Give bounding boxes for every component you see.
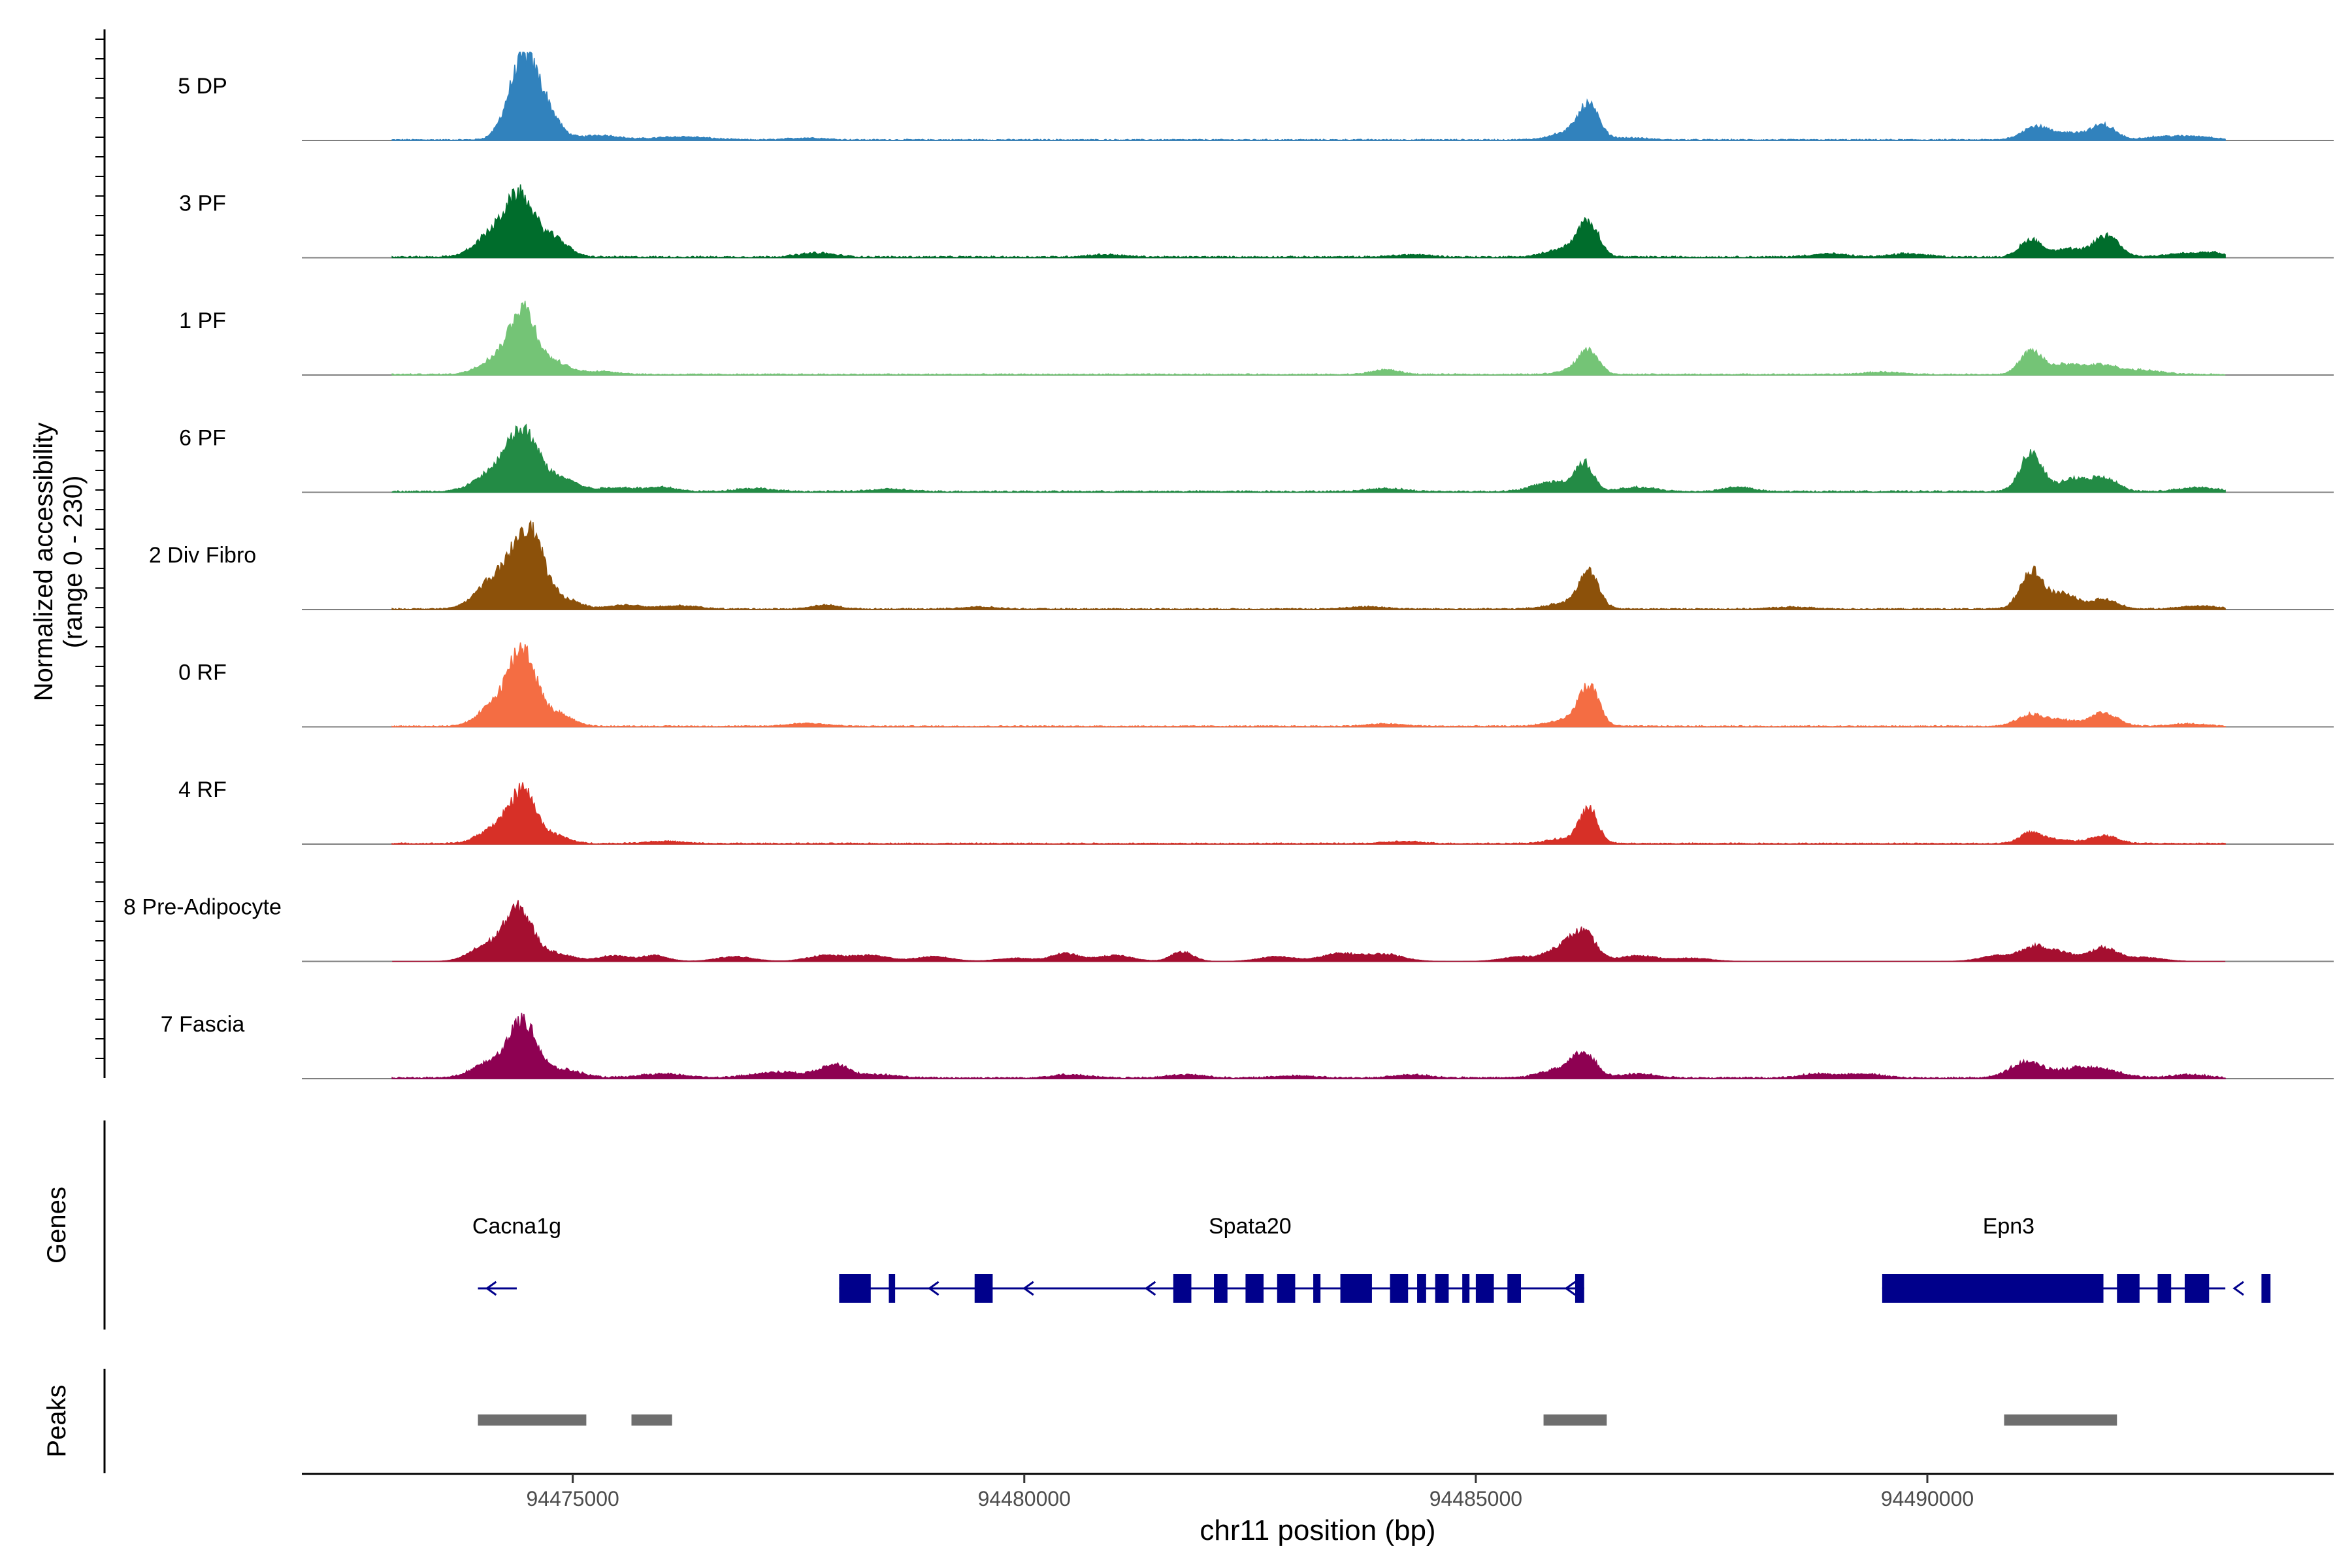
track-signal-area	[391, 519, 2226, 611]
strand-arrow	[2232, 1281, 2244, 1296]
track-label: 3 PF	[179, 191, 226, 216]
x-axis-label: chr11 position (bp)	[1200, 1514, 1435, 1546]
gene-exon	[889, 1274, 896, 1303]
track-6-pf: 6 PF	[179, 423, 2334, 493]
gene-exon	[1882, 1274, 2104, 1303]
track-signal-area	[391, 52, 2226, 142]
y-axis-ticks	[95, 39, 105, 1059]
track-label: 6 PF	[179, 426, 226, 451]
track-3-pf: 3 PF	[179, 184, 2334, 259]
gene-exon	[2261, 1274, 2271, 1303]
track-signal-area	[391, 184, 2226, 259]
track-5-dp: 5 DP	[178, 52, 2334, 142]
gene-exon	[1340, 1274, 1372, 1303]
y-axis-label-line2: (range 0 - 230)	[59, 476, 88, 649]
gene-exon	[1475, 1274, 1494, 1303]
track-label: 4 RF	[178, 777, 227, 802]
track-signal-area	[392, 900, 2226, 962]
gene-exon	[1507, 1274, 1521, 1303]
gene-exon	[974, 1274, 993, 1303]
gene-cacna1g: Cacna1g	[472, 1214, 561, 1296]
gene-annotations: Cacna1g Spata20 Epn3	[472, 1214, 2271, 1303]
strand-arrow	[485, 1281, 497, 1296]
gene-exon	[1313, 1274, 1321, 1303]
x-tick-label: 94480000	[978, 1487, 1071, 1511]
gene-label: Spata20	[1209, 1214, 1292, 1239]
track-7-fascia: 7 Fascia	[161, 1012, 2334, 1080]
genes-panel-label: Genes	[42, 1186, 71, 1264]
gene-exon	[2184, 1274, 2210, 1303]
track-2-div-fibro: 2 Div Fibro	[149, 519, 2334, 611]
gene-exon	[1245, 1274, 1264, 1303]
gene-exon	[839, 1274, 871, 1303]
y-axis	[95, 29, 106, 1078]
x-tick-label: 94485000	[1429, 1487, 1522, 1511]
gene-exon	[1417, 1274, 1426, 1303]
track-label: 1 PF	[179, 308, 226, 333]
track-0-rf: 0 RF	[178, 642, 2334, 728]
y-axis-label-line1: Normalized accessibility	[29, 423, 58, 702]
peak-region-bar	[478, 1414, 587, 1426]
gene-exon	[1435, 1274, 1449, 1303]
x-tick-label: 94490000	[1881, 1487, 1974, 1511]
strand-arrow	[1564, 1281, 1576, 1296]
peaks-panel-label: Peaks	[42, 1384, 71, 1457]
accessibility-tracks: 5 DP 3 PF 1 PF 6 PF 2 Div Fibro 0 RF 4 RF 8 Pre…	[123, 52, 2334, 1080]
strand-arrow	[1022, 1281, 1034, 1296]
track-label: 7 Fascia	[161, 1012, 245, 1037]
track-label: 5 DP	[178, 74, 227, 99]
gene-label: Epn3	[1983, 1214, 2034, 1239]
gene-exon	[2117, 1274, 2140, 1303]
gene-label: Cacna1g	[472, 1214, 561, 1239]
track-label: 8 Pre-Adipocyte	[123, 895, 282, 920]
gene-exon	[1173, 1274, 1192, 1303]
gene-exon	[1462, 1274, 1470, 1303]
gene-exon	[2157, 1274, 2172, 1303]
gene-spata20: Spata20	[839, 1214, 1584, 1303]
track-label: 2 Div Fibro	[149, 543, 256, 568]
gene-exon	[1214, 1274, 1228, 1303]
track-1-pf: 1 PF	[179, 301, 2334, 376]
track-signal-area	[391, 423, 2226, 493]
peak-region-bar	[631, 1414, 672, 1426]
peak-region-bar	[1543, 1414, 1607, 1426]
x-tick-label: 94475000	[526, 1487, 619, 1511]
strand-arrow	[928, 1281, 939, 1296]
track-signal-area	[391, 782, 2226, 845]
track-signal-area	[391, 301, 2226, 376]
x-axis-ticks: 94475000 94480000 94485000 94490000	[526, 1474, 1974, 1511]
gene-exon	[1390, 1274, 1409, 1303]
track-signal-area	[391, 1013, 2226, 1080]
track-4-rf: 4 RF	[178, 777, 2334, 845]
gene-epn3: Epn3	[1882, 1214, 2271, 1303]
peak-region-bar	[2004, 1414, 2117, 1426]
track-8-pre-adipocyte: 8 Pre-Adipocyte	[123, 895, 2334, 962]
strand-arrow	[1144, 1281, 1156, 1296]
peak-regions	[478, 1414, 2117, 1426]
track-label: 0 RF	[178, 661, 227, 685]
gene-exon	[1277, 1274, 1296, 1303]
track-signal-area	[391, 642, 2226, 728]
gene-exon	[1575, 1274, 1584, 1303]
